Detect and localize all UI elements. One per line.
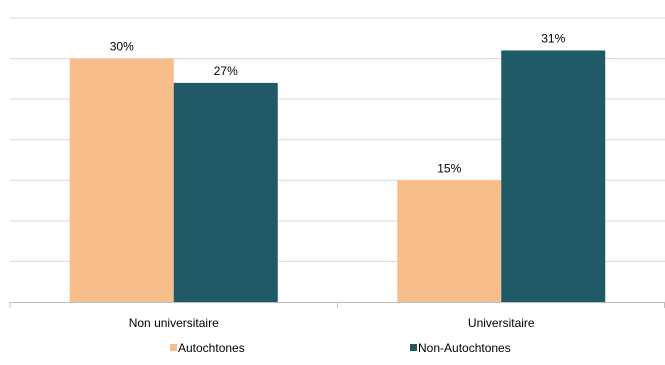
legend-label: Non-Autochtones	[418, 341, 511, 355]
data-label: 30%	[110, 40, 134, 54]
legend-swatch-non-autochtones	[410, 344, 417, 351]
data-label: 31%	[541, 31, 565, 45]
legend-label: Autochtones	[178, 341, 245, 355]
bar-non-autochtones-universitaire	[501, 50, 606, 303]
data-label: 15%	[437, 161, 461, 175]
bar-autochtones-universitaire	[397, 180, 502, 302]
x-tick-label: Non universitaire	[129, 316, 219, 330]
bar-non-autochtones-non-universitaire	[173, 82, 278, 303]
legend-swatch-autochtones	[170, 344, 177, 351]
x-tick-label: Universitaire	[468, 316, 535, 330]
bar-autochtones-non-universitaire	[69, 58, 174, 303]
data-label: 27%	[214, 64, 238, 78]
